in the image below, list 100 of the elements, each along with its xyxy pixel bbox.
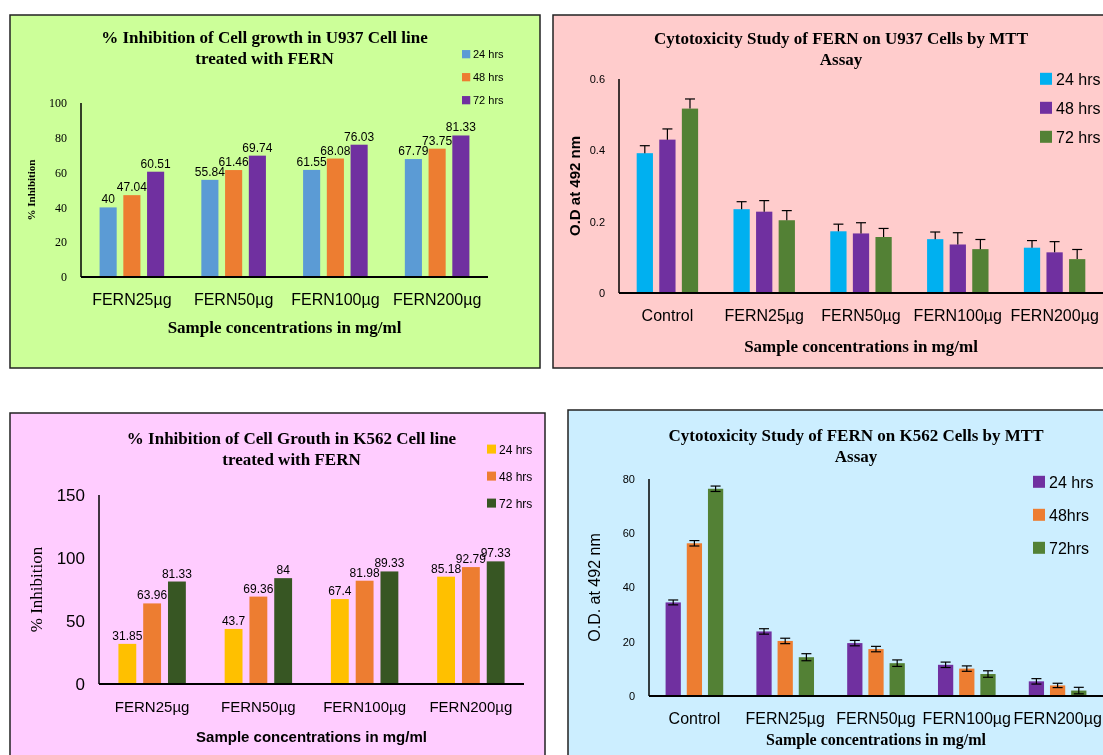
bar	[972, 249, 989, 293]
bar	[380, 571, 399, 684]
x-tick-label: FERN200µg	[429, 698, 513, 715]
bar	[980, 674, 996, 696]
data-label: 67.79	[398, 144, 429, 159]
bar	[461, 567, 480, 684]
y-tick-label: 40	[622, 581, 635, 594]
bar	[927, 239, 944, 293]
y-tick-label: 60	[622, 527, 635, 540]
y-tick-label: 100	[49, 96, 67, 111]
legend-label: 72 hrs	[473, 94, 505, 107]
x-tick-label: FERN100µg	[922, 710, 1011, 727]
x-tick-label: FERN200µg	[392, 291, 482, 308]
legend-label: 48 hrs	[473, 71, 505, 84]
y-tick-label: 150	[56, 485, 85, 505]
x-tick-label: Control	[641, 307, 694, 324]
x-tick-label: FERN50µg	[193, 291, 274, 308]
data-label: 67.4	[328, 584, 352, 599]
bar	[756, 211, 773, 293]
chart-title: Cytotoxicity Study of FERN on U937 Cells by MTT Assay	[653, 29, 1029, 69]
bar	[486, 561, 505, 684]
bar	[875, 237, 892, 293]
bar	[303, 169, 321, 277]
y-tick-label: 0	[628, 689, 635, 702]
legend-label: 24 hrs	[499, 442, 533, 457]
bar	[274, 578, 293, 684]
y-tick-label: 40	[55, 200, 67, 215]
bar	[868, 649, 884, 696]
x-axis-title: Sample concentrations in mg/ml	[766, 731, 987, 749]
bar	[248, 155, 266, 277]
bar	[249, 596, 268, 684]
y-tick-label: 0	[598, 286, 605, 299]
bar	[143, 603, 162, 684]
y-tick-label: 0	[61, 270, 67, 285]
y-tick-label: 20	[622, 635, 635, 648]
y-tick-label: 100	[56, 548, 85, 568]
x-axis-title: Sample concentrations in mg/ml	[196, 728, 427, 745]
bar	[681, 108, 699, 293]
x-tick-label: FERN100µg	[913, 307, 1002, 324]
bar	[428, 148, 446, 277]
data-label: 43.7	[221, 613, 246, 628]
chart-title: % Inhibition of Cell Grouth in K562 Cell line treated with FERN	[126, 429, 457, 469]
x-tick-label: FERN25µg	[92, 291, 172, 308]
bar	[756, 631, 772, 696]
data-label: 63.96	[137, 588, 168, 603]
bar	[733, 209, 750, 293]
bar	[225, 170, 243, 277]
bar	[707, 488, 724, 696]
bar	[798, 657, 815, 696]
bar	[452, 135, 470, 277]
bar	[201, 179, 219, 277]
data-label: 81.33	[161, 566, 193, 581]
bar	[852, 233, 870, 293]
data-label: 47.04	[116, 180, 148, 195]
x-axis-title: Sample concentrations in mg/ml	[167, 318, 402, 337]
bar	[889, 663, 905, 696]
legend-label: 24 hrs	[1049, 473, 1094, 491]
bar	[437, 576, 456, 684]
y-tick-label: 20	[55, 235, 67, 250]
y-axis-title: % Inhibition	[27, 546, 46, 633]
data-label: 31.85	[112, 628, 143, 643]
x-tick-label: FERN50µg	[821, 307, 901, 324]
x-tick-label: FERN50µg	[221, 698, 296, 715]
y-tick-label: 60	[55, 165, 67, 180]
x-tick-label: FERN100µg	[291, 291, 380, 308]
bar	[350, 144, 368, 277]
x-tick-label: FERN200µg	[1013, 710, 1102, 727]
bar	[224, 628, 243, 684]
legend-label: 48hrs	[1049, 506, 1090, 524]
x-axis-title: Sample concentrations in mg/ml	[744, 337, 979, 356]
y-tick-label: 80	[55, 131, 67, 145]
data-label: 81.33	[445, 120, 477, 135]
bar	[330, 599, 349, 684]
data-label: 84	[276, 563, 291, 578]
bar	[123, 195, 141, 277]
bar	[1046, 252, 1063, 293]
bar	[777, 640, 793, 696]
bar	[659, 139, 676, 293]
y-tick-label: 0.6	[589, 72, 605, 85]
bar	[830, 231, 847, 293]
y-axis-title: % Inhibition	[25, 159, 37, 221]
data-label: 60.51	[140, 156, 171, 171]
y-axis-title: O.D. at 492 nm	[586, 533, 603, 642]
bar	[636, 153, 653, 293]
y-tick-label: 50	[66, 611, 85, 631]
y-tick-label: 0.4	[589, 144, 605, 157]
x-tick-label: FERN100µg	[323, 698, 407, 715]
legend-label: 72 hrs	[1056, 128, 1101, 146]
data-label: 69.74	[242, 140, 273, 155]
x-tick-label: Control	[668, 710, 721, 727]
bar	[147, 171, 165, 277]
bar	[686, 543, 703, 696]
x-tick-label: FERN50µg	[836, 710, 916, 727]
x-tick-label: FERN25µg	[724, 307, 804, 324]
legend-label: 24 hrs	[1056, 70, 1101, 88]
legend-label: 24 hrs	[473, 48, 505, 61]
y-axis-title: O.D at 492 nm	[566, 135, 583, 237]
bar	[959, 668, 975, 696]
bar	[355, 580, 374, 684]
bar	[167, 581, 186, 684]
